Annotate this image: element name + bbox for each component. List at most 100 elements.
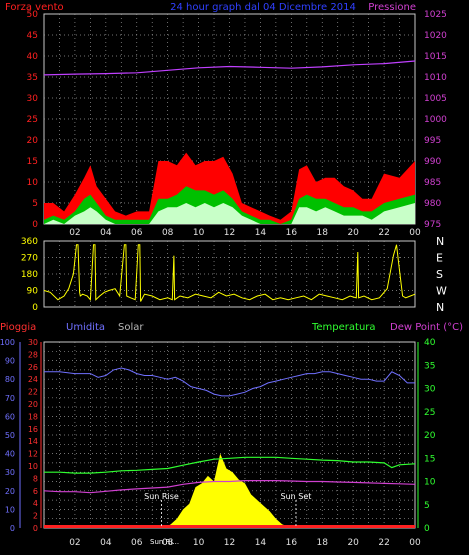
climate-x-tick: 18 bbox=[317, 538, 329, 548]
climate-x-tick: 00 bbox=[409, 538, 421, 548]
direction-y-tick: 270 bbox=[21, 254, 38, 264]
wind-x-tick: 02 bbox=[69, 228, 80, 238]
dewpoint-axis-title: Dew Point (°C) bbox=[390, 322, 463, 333]
sunrise-tick-label: Sun Ri... bbox=[150, 538, 179, 546]
wind-x-tick: 16 bbox=[286, 228, 298, 238]
wind-x-tick: 22 bbox=[378, 228, 389, 238]
pressure-y-tick: 995 bbox=[424, 136, 441, 146]
wind-x-tick: 00 bbox=[409, 228, 421, 238]
wind-x-tick: 08 bbox=[162, 228, 174, 238]
temperature-humidity-panel: 0102030405060708090100024681012141618202… bbox=[0, 338, 436, 548]
wind-y-tick: 5 bbox=[32, 199, 38, 209]
pressure-y-tick: 1025 bbox=[424, 10, 447, 20]
pressure-y-tick: 1005 bbox=[424, 94, 447, 104]
humidity-y-tick: 40 bbox=[5, 450, 15, 459]
pressure-y-tick: 985 bbox=[424, 178, 441, 188]
climate-x-tick: 06 bbox=[131, 538, 143, 548]
rain-y-tick: 16 bbox=[28, 425, 38, 434]
humidity-y-tick: 60 bbox=[5, 412, 15, 421]
wind-y-tick: 30 bbox=[27, 94, 39, 104]
sunset-label: Sun Set bbox=[281, 492, 312, 501]
wind-pressure-panel: 0510152025303540455097598098599099510001… bbox=[27, 10, 448, 238]
rain-y-tick: 10 bbox=[28, 462, 38, 471]
humidity-y-tick: 100 bbox=[0, 338, 15, 347]
wind-y-tick: 45 bbox=[27, 31, 38, 41]
climate-x-tick: 12 bbox=[224, 538, 235, 548]
humidity-y-tick: 20 bbox=[5, 487, 15, 496]
wind-x-tick: 10 bbox=[193, 228, 205, 238]
rain-y-tick: 26 bbox=[28, 363, 38, 372]
climate-x-tick: 10 bbox=[193, 538, 205, 548]
wind-direction-line bbox=[43, 244, 416, 302]
chart-title: 24 hour graph dal 04 Dicembre 2014 bbox=[170, 2, 356, 13]
climate-x-tick: 08 bbox=[162, 538, 174, 548]
rain-y-tick: 28 bbox=[28, 350, 38, 359]
direction-y-tick: 360 bbox=[21, 237, 38, 247]
rain-y-tick: 0 bbox=[33, 524, 38, 533]
wind-x-tick: 20 bbox=[347, 228, 359, 238]
temperature-y-tick: 15 bbox=[424, 454, 435, 464]
temperature-y-tick: 30 bbox=[424, 385, 436, 395]
rain-y-tick: 8 bbox=[33, 474, 38, 483]
pressure-y-tick: 990 bbox=[424, 157, 441, 167]
rain-y-tick: 22 bbox=[28, 388, 38, 397]
humidity-y-tick: 30 bbox=[5, 468, 15, 477]
compass-label: E bbox=[436, 252, 443, 265]
humidity-y-tick: 10 bbox=[5, 505, 15, 514]
solar-axis-title: Solar bbox=[118, 322, 144, 333]
temperature-axis-title: Temperatura bbox=[311, 322, 376, 333]
temperature-y-tick: 10 bbox=[424, 478, 436, 488]
humidity-y-tick: 70 bbox=[5, 394, 15, 403]
rain-y-tick: 20 bbox=[28, 400, 38, 409]
wind-y-tick: 10 bbox=[27, 178, 39, 188]
wind-min-area bbox=[44, 203, 415, 224]
climate-x-tick: 14 bbox=[255, 538, 267, 548]
direction-y-tick: 90 bbox=[27, 287, 39, 297]
climate-x-tick: 04 bbox=[100, 538, 112, 548]
direction-y-tick: 0 bbox=[32, 303, 38, 313]
climate-x-tick: 22 bbox=[378, 538, 389, 548]
dewpoint-line bbox=[43, 480, 416, 494]
rain-y-tick: 2 bbox=[33, 512, 38, 521]
rain-y-tick: 30 bbox=[28, 338, 38, 347]
humidity-y-tick: 0 bbox=[10, 524, 15, 533]
temperature-y-tick: 25 bbox=[424, 408, 435, 418]
humidity-axis-title: Umidita bbox=[66, 322, 105, 333]
climate-x-tick: 20 bbox=[347, 538, 359, 548]
wind-x-tick: 18 bbox=[317, 228, 329, 238]
temperature-y-tick: 5 bbox=[424, 501, 430, 511]
temperature-y-tick: 0 bbox=[424, 524, 430, 534]
wind-x-tick: 04 bbox=[100, 228, 112, 238]
climate-x-tick: 16 bbox=[286, 538, 298, 548]
rain-y-tick: 14 bbox=[28, 437, 38, 446]
pressure-y-tick: 1015 bbox=[424, 52, 447, 62]
pressure-axis-title: Pressione bbox=[368, 2, 416, 13]
compass-label: W bbox=[436, 285, 447, 298]
rain-y-tick: 24 bbox=[28, 375, 38, 384]
compass-label: N bbox=[436, 301, 444, 314]
rain-bar bbox=[44, 525, 415, 528]
pressure-y-tick: 1000 bbox=[424, 115, 447, 125]
wind-axis-title: Forza vento bbox=[5, 2, 64, 13]
solar-area bbox=[44, 453, 415, 528]
wind-y-tick: 25 bbox=[27, 115, 38, 125]
wind-y-tick: 40 bbox=[27, 52, 39, 62]
wind-x-tick: 12 bbox=[224, 228, 235, 238]
rain-axis-title: Pioggia bbox=[0, 322, 36, 333]
climate-x-tick: 02 bbox=[69, 538, 80, 548]
pressure-y-tick: 980 bbox=[424, 199, 441, 209]
humidity-y-tick: 80 bbox=[5, 375, 15, 384]
humidity-y-tick: 50 bbox=[5, 431, 15, 440]
wind-y-tick: 50 bbox=[27, 10, 39, 20]
compass-label: S bbox=[436, 268, 443, 281]
rain-y-tick: 6 bbox=[33, 487, 38, 496]
pressure-line bbox=[43, 60, 416, 76]
temperature-y-tick: 35 bbox=[424, 361, 435, 371]
rain-y-tick: 4 bbox=[33, 499, 38, 508]
pressure-y-tick: 1020 bbox=[424, 31, 447, 41]
temperature-line bbox=[44, 456, 416, 474]
rain-y-tick: 18 bbox=[28, 412, 38, 421]
